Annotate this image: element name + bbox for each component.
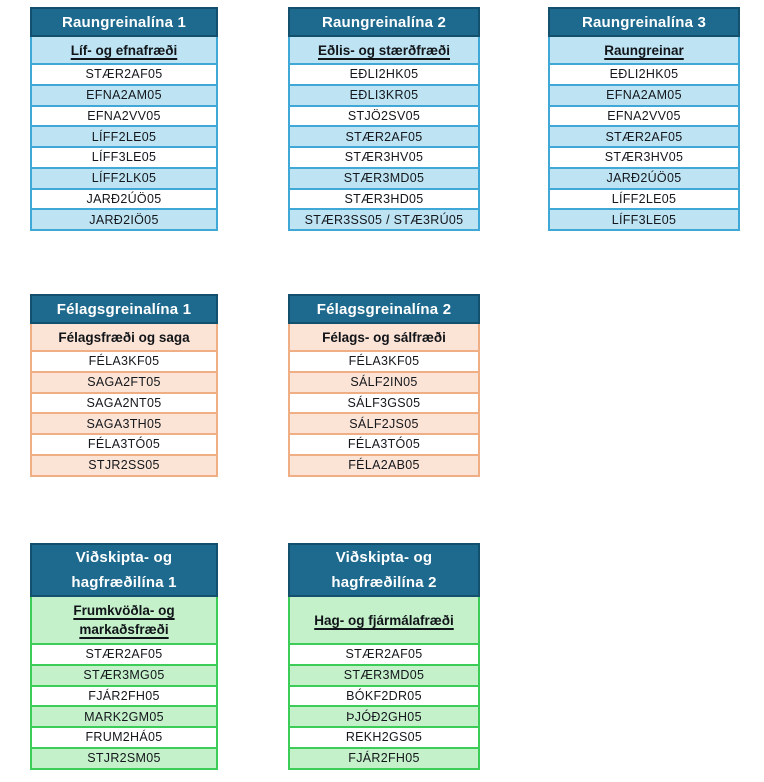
course-cell: MARK2GM05 (32, 705, 216, 726)
course-cell: JARÐ2ÚÖ05 (550, 166, 738, 188)
course-cell: SÁLF2JS05 (290, 412, 478, 433)
subheader-line2: markaðsfræði (79, 622, 169, 637)
subheader-line: Hag- og fjármálafræði (314, 612, 454, 628)
subheader-line: Félags- og sálfræði (322, 329, 446, 345)
course-cell: EÐLI2HK05 (290, 63, 478, 84)
table-title: Félagsgreinalína 2 (316, 300, 452, 318)
course-cell: STÆR2AF05 (32, 63, 216, 84)
course-cell: FÉLA2AB05 (290, 453, 478, 475)
course-cell: FÉLA3KF05 (290, 350, 478, 371)
table-title-line2: hagfræðilína 1 (71, 574, 177, 591)
course-cell: STÆR3MD05 (290, 663, 478, 685)
course-cell: STÆR3HD05 (290, 187, 478, 209)
course-cell: LÍFF3LE05 (32, 146, 216, 167)
course-cell: SAGA2FT05 (32, 370, 216, 392)
course-cell: FJÁR2FH05 (32, 684, 216, 706)
table-subheader: Frumkvöðla- og markaðsfræði (32, 597, 216, 643)
table-header: Raungreinalína 2 (288, 7, 480, 37)
table-body: Eðlis- og stærðfræði EÐLI2HK05 EÐLI3KR05… (288, 37, 480, 231)
course-cell: SÁLF3GS05 (290, 391, 478, 413)
subheader-line: Raungreinar (604, 42, 684, 58)
table-subheader: Eðlis- og stærðfræði (290, 37, 478, 63)
course-cell: STÆR3MD05 (290, 166, 478, 188)
table-felagsgreinalina-1: Félagsgreinalína 1 Félagsfræði og saga F… (30, 294, 218, 477)
subheader-line: Eðlis- og stærðfræði (317, 42, 450, 58)
course-cell: SAGA2NT05 (32, 391, 216, 413)
table-title: Viðskipta- og (75, 549, 173, 566)
course-cell: EFNA2AM05 (550, 83, 738, 105)
course-cell: STÆR2AF05 (550, 125, 738, 146)
table-raungreinalina-3: Raungreinalína 3 Raungreinar EÐLI2HK05 E… (548, 7, 740, 231)
course-cell: LÍFF2LE05 (32, 125, 216, 146)
table-header: Viðskipta- og hagfræðilína 2 (288, 543, 480, 597)
course-cell: STÆR3SS05 / STÆ3RÚ05 (290, 208, 478, 229)
course-cell: EÐLI2HK05 (550, 63, 738, 84)
course-cell: LÍFF3LE05 (550, 208, 738, 229)
table-body: Raungreinar EÐLI2HK05 EFNA2AM05 EFNA2VV0… (548, 37, 740, 231)
course-cell: BÓKF2DR05 (290, 684, 478, 706)
table-body: Hag- og fjármálafræði STÆR2AF05 STÆR3MD0… (288, 597, 480, 770)
course-cell: FÉLA3KF05 (32, 350, 216, 371)
table-subheader: Félags- og sálfræði (290, 324, 478, 350)
course-cell: FÉLA3TÓ05 (290, 433, 478, 454)
course-cell: EÐLI3KR05 (290, 83, 478, 105)
course-cell: EFNA2AM05 (32, 83, 216, 105)
table-header: Viðskipta- og hagfræðilína 1 (30, 543, 218, 597)
course-cell: STÆR2AF05 (32, 643, 216, 664)
table-header: Félagsgreinalína 1 (30, 294, 218, 324)
table-vidskipta-hagfraedilina-1: Viðskipta- og hagfræðilína 1 Frumkvöðla-… (30, 543, 218, 770)
subheader-line: Félagsfræði og saga (58, 329, 190, 345)
course-cell: SAGA3TH05 (32, 412, 216, 433)
course-cell: STJR2SM05 (32, 746, 216, 768)
table-subheader: Raungreinar (550, 37, 738, 63)
table-title: Félagsgreinalína 1 (56, 300, 192, 318)
subheader-line: Líf- og efnafræði (70, 42, 178, 58)
course-cell: FRUM2HÁ05 (32, 726, 216, 747)
table-header: Raungreinalína 1 (30, 7, 218, 37)
course-cell: REKH2GS05 (290, 726, 478, 747)
table-felagsgreinalina-2: Félagsgreinalína 2 Félags- og sálfræði F… (288, 294, 480, 477)
table-title: Raungreinalína 3 (581, 13, 707, 31)
table-raungreinalina-2: Raungreinalína 2 Eðlis- og stærðfræði EÐ… (288, 7, 480, 231)
course-cell: STÆR3HV05 (290, 146, 478, 167)
table-raungreinalina-1: Raungreinalína 1 Líf- og efnafræði STÆR2… (30, 7, 218, 231)
course-cell: STJR2SS05 (32, 453, 216, 475)
course-cell: STÆR3HV05 (550, 146, 738, 167)
table-header: Félagsgreinalína 2 (288, 294, 480, 324)
course-cell: EFNA2VV05 (550, 104, 738, 126)
course-cell: ÞJÓÐ2GH05 (290, 705, 478, 726)
course-cell: LÍFF2LE05 (550, 187, 738, 209)
table-body: Félagsfræði og saga FÉLA3KF05 SAGA2FT05 … (30, 324, 218, 477)
course-cell: LÍFF2LK05 (32, 166, 216, 188)
table-subheader: Hag- og fjármálafræði (290, 597, 478, 643)
table-subheader: Líf- og efnafræði (32, 37, 216, 63)
course-cell: JARÐ2ÚÖ05 (32, 187, 216, 209)
course-cell: STJÖ2SV05 (290, 104, 478, 126)
table-body: Líf- og efnafræði STÆR2AF05 EFNA2AM05 EF… (30, 37, 218, 231)
course-cell: STÆR3MG05 (32, 663, 216, 685)
course-cell: FÉLA3TÓ05 (32, 433, 216, 454)
table-title: Raungreinalína 1 (61, 13, 187, 31)
table-subheader: Félagsfræði og saga (32, 324, 216, 350)
subheader-line: Frumkvöðla- og (73, 603, 175, 618)
table-title: Raungreinalína 2 (321, 13, 447, 31)
course-cell: EFNA2VV05 (32, 104, 216, 126)
table-body: Félags- og sálfræði FÉLA3KF05 SÁLF2IN05 … (288, 324, 480, 477)
table-body: Frumkvöðla- og markaðsfræði STÆR2AF05 ST… (30, 597, 218, 770)
table-title-line2: hagfræðilína 2 (331, 574, 437, 591)
course-cell: STÆR2AF05 (290, 125, 478, 146)
course-cell: SÁLF2IN05 (290, 370, 478, 392)
course-cell: FJÁR2FH05 (290, 746, 478, 768)
course-cell: STÆR2AF05 (290, 643, 478, 664)
course-cell: JARÐ2IÖ05 (32, 208, 216, 229)
table-header: Raungreinalína 3 (548, 7, 740, 37)
table-title: Viðskipta- og (335, 549, 433, 566)
table-vidskipta-hagfraedilina-2: Viðskipta- og hagfræðilína 2 Hag- og fjá… (288, 543, 480, 770)
